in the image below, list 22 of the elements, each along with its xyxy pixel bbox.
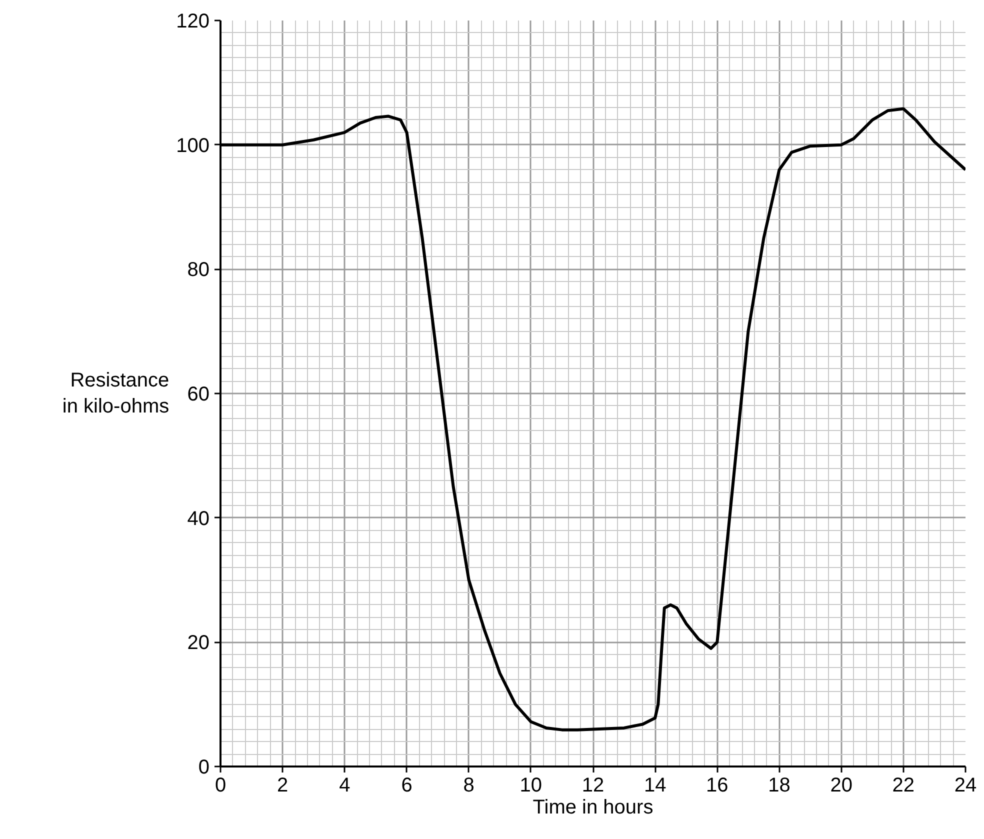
y-tick-label: 0 [198, 756, 210, 778]
x-tick-label: 6 [401, 774, 412, 796]
x-tick-label: 20 [830, 774, 852, 796]
x-tick-label: 12 [582, 774, 604, 796]
y-tick-label: 80 [187, 259, 210, 282]
x-tick-label: 10 [520, 774, 542, 796]
x-tick-label: 14 [644, 774, 666, 796]
x-tick-label: 0 [214, 774, 226, 796]
y-tick-label: 20 [187, 632, 210, 654]
x-tick-label: 24 [954, 774, 977, 796]
y-tick-label: 40 [187, 508, 210, 530]
x-tick-label: 2 [277, 774, 288, 796]
y-axis-title: Resistance in kilo-ohms [62, 369, 170, 418]
x-tick-label: 22 [892, 774, 915, 796]
y-tick-label: 60 [187, 384, 210, 406]
y-tick-label: 100 [176, 134, 210, 157]
x-axis-title: Time in hours [532, 796, 654, 818]
y-tick-label: 120 [176, 10, 210, 32]
x-tick-label: 18 [768, 774, 790, 796]
x-tick-label: 16 [706, 774, 728, 796]
x-tick-label: 4 [339, 774, 350, 796]
x-tick-label: 8 [463, 774, 474, 796]
